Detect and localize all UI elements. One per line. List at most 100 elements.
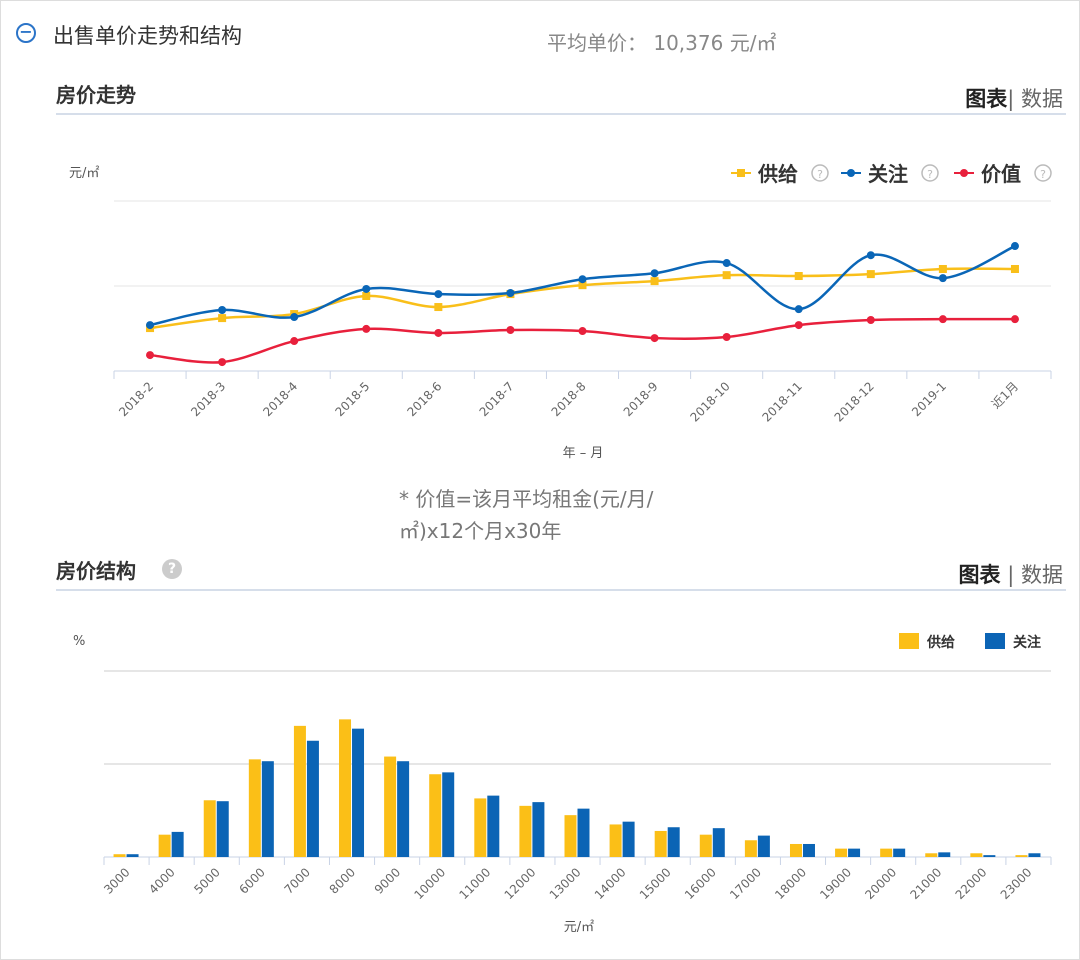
data-point bbox=[362, 324, 371, 333]
x-tick-label: 2019-1 bbox=[909, 379, 949, 419]
bar-1 bbox=[487, 795, 500, 857]
legend-marker bbox=[737, 169, 745, 177]
bar-0 bbox=[339, 719, 352, 857]
trend-chart-tab[interactable]: 图表 bbox=[965, 87, 1008, 111]
legend-label: 供给 bbox=[926, 634, 955, 651]
divider bbox=[56, 589, 1066, 591]
bar-0 bbox=[1015, 855, 1028, 857]
divider bbox=[56, 113, 1066, 115]
x-tick-label: 10000 bbox=[411, 865, 448, 902]
data-point bbox=[362, 291, 371, 300]
x-tick-label: 2018-11 bbox=[759, 379, 804, 424]
x-tick-label: 19000 bbox=[817, 865, 854, 902]
data-point bbox=[290, 313, 299, 322]
data-point bbox=[578, 327, 587, 336]
data-point bbox=[866, 270, 875, 279]
data-point bbox=[146, 351, 155, 360]
data-point bbox=[938, 274, 947, 283]
data-point bbox=[1010, 315, 1019, 324]
x-tick-label: 15000 bbox=[637, 865, 674, 902]
data-point bbox=[578, 275, 587, 284]
x-tick-label: 20000 bbox=[862, 865, 899, 902]
bar-0 bbox=[203, 800, 216, 857]
avg-value: 10,376 元/㎡ bbox=[653, 31, 777, 55]
data-point bbox=[506, 289, 515, 298]
data-point bbox=[434, 328, 443, 337]
data-point bbox=[218, 306, 227, 315]
help-icon-glyph: ? bbox=[817, 168, 823, 181]
x-tick-label: 6000 bbox=[236, 865, 267, 896]
structure-chart-tab[interactable]: 图表 bbox=[958, 563, 1001, 587]
bar-1 bbox=[126, 854, 139, 857]
y-axis-label: % bbox=[73, 634, 85, 649]
bar-1 bbox=[757, 835, 770, 857]
x-tick-label: 2018-9 bbox=[621, 379, 661, 419]
x-tick-label: 4000 bbox=[146, 865, 177, 896]
x-tick-label: 2018-8 bbox=[549, 379, 589, 419]
x-tick-label: 2018-2 bbox=[116, 379, 156, 419]
trend-title: 房价走势 bbox=[56, 83, 136, 107]
data-point bbox=[506, 325, 515, 334]
structure-view-toggle: 图表 | 数据 bbox=[959, 559, 1063, 589]
bar-0 bbox=[609, 824, 622, 857]
data-point bbox=[722, 259, 731, 268]
help-icon bbox=[1034, 164, 1052, 182]
separator: | bbox=[1007, 563, 1015, 587]
bar-0 bbox=[925, 853, 938, 857]
data-point bbox=[218, 314, 227, 323]
bar-1 bbox=[622, 821, 635, 857]
bar-0 bbox=[699, 834, 712, 857]
legend-label: 关注 bbox=[1013, 634, 1041, 651]
bar-1 bbox=[983, 855, 996, 857]
data-point bbox=[866, 316, 875, 324]
x-axis-label: 年 – 月 bbox=[563, 446, 604, 461]
data-point bbox=[650, 277, 659, 286]
bar-1 bbox=[893, 848, 906, 857]
bar-1 bbox=[848, 848, 861, 857]
legend-label: 关注 bbox=[868, 162, 908, 186]
trend-data-tab[interactable]: 数据 bbox=[1021, 87, 1063, 111]
bar-1 bbox=[712, 828, 725, 857]
price-structure-chart: %3000 4000 5000 6000 7000 8000 9000 10000 11000 1… bbox=[73, 633, 1052, 935]
data-point bbox=[146, 321, 155, 330]
data-point bbox=[290, 337, 299, 346]
data-point bbox=[1010, 265, 1019, 273]
price-trend-chart: 元/㎡ 2018-2 2018-3 2018-4 2018-5 2018-6 2018-7 2… bbox=[69, 162, 1052, 461]
help-icon bbox=[811, 164, 829, 182]
bar-0 bbox=[880, 848, 893, 857]
bar-1 bbox=[802, 843, 815, 857]
bar-0 bbox=[789, 843, 802, 857]
bar-0 bbox=[248, 759, 261, 857]
x-tick-label: 2018-12 bbox=[832, 379, 877, 424]
value-footnote: * 价值=该月平均租金(元/月/㎡)x12个月x30年 bbox=[399, 487, 654, 543]
x-axis-label: 元/㎡ bbox=[564, 920, 594, 935]
legend-marker bbox=[847, 169, 855, 177]
structure-data-tab[interactable]: 数据 bbox=[1021, 563, 1063, 587]
data-point bbox=[866, 251, 875, 260]
x-tick-label: 2018-6 bbox=[405, 379, 445, 419]
x-tick-label: 2018-4 bbox=[260, 379, 300, 419]
bar-0 bbox=[429, 774, 442, 857]
help-icon-glyph: ? bbox=[1040, 168, 1046, 181]
bar-1 bbox=[532, 802, 545, 857]
collapse-toggle-icon[interactable]: − bbox=[16, 23, 36, 43]
bar-1 bbox=[397, 761, 410, 857]
x-tick-label: 16000 bbox=[682, 865, 719, 902]
bar-0 bbox=[970, 853, 983, 857]
x-tick-label: 7000 bbox=[282, 865, 313, 896]
x-tick-label: 13000 bbox=[547, 865, 584, 902]
data-point bbox=[218, 358, 227, 367]
help-icon-glyph: ? bbox=[927, 168, 933, 181]
help-icon[interactable]: ? bbox=[162, 559, 182, 579]
data-point bbox=[938, 315, 947, 324]
bar-1 bbox=[1028, 853, 1041, 857]
series-line-2 bbox=[149, 317, 1015, 364]
x-tick-label: 近1月 bbox=[989, 379, 1021, 411]
data-point bbox=[362, 284, 371, 293]
bar-1 bbox=[667, 827, 680, 857]
bar-0 bbox=[654, 830, 667, 857]
bar-1 bbox=[261, 761, 274, 857]
x-tick-label: 11000 bbox=[457, 865, 494, 902]
x-tick-label: 23000 bbox=[998, 865, 1035, 902]
